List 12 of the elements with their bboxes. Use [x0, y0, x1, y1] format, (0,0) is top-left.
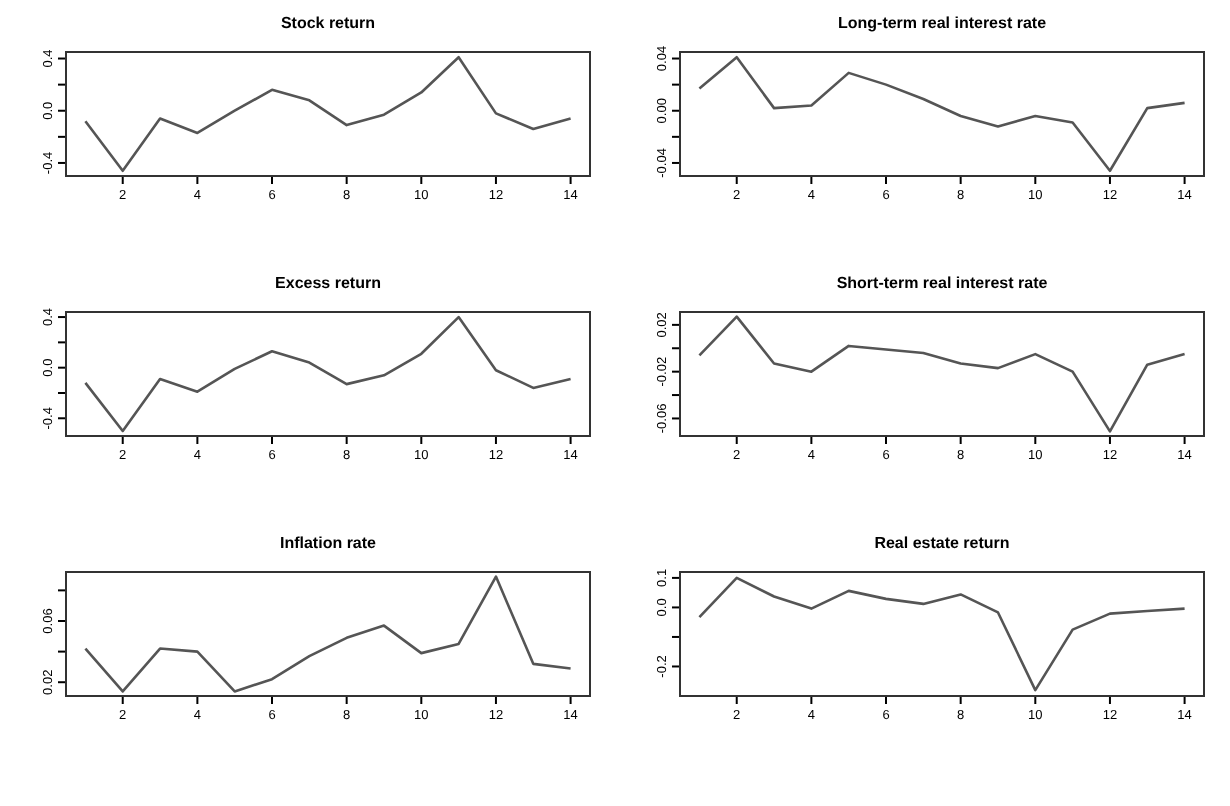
line-series — [84, 315, 572, 433]
line-series — [698, 576, 1186, 692]
chart-title: Long-term real interest rate — [837, 14, 1048, 32]
line-series — [698, 55, 1186, 173]
chart-title: Excess return — [275, 274, 382, 292]
chart-title: Short-term real interest rate — [836, 274, 1049, 292]
chart-title: Inflation rate — [279, 534, 378, 552]
line-series — [84, 575, 572, 693]
line-series — [698, 315, 1186, 433]
line-series — [84, 55, 572, 173]
chart-title: Stock return — [280, 14, 376, 32]
chart-title: Real estate return — [874, 534, 1010, 552]
